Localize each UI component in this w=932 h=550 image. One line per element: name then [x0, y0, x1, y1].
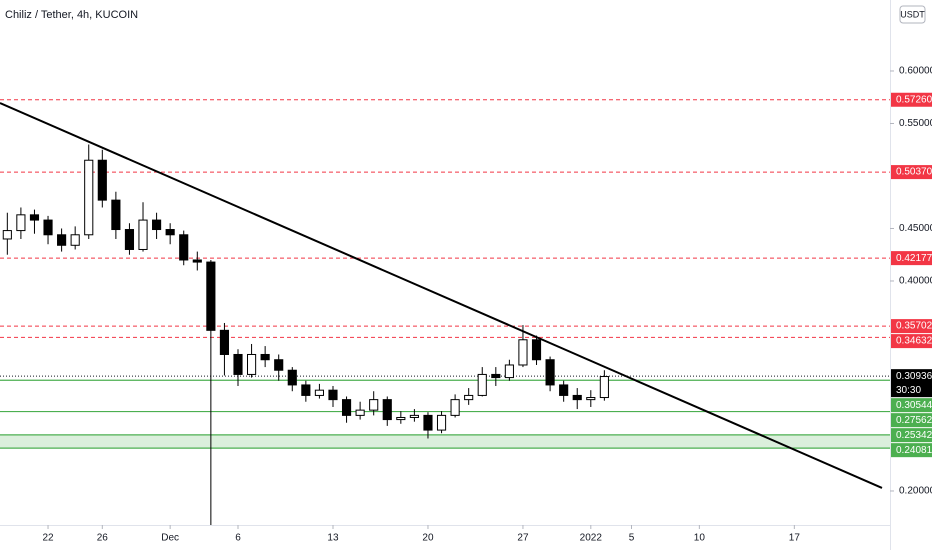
price-label: 0.30936: [896, 371, 932, 382]
candle-body: [43, 219, 53, 236]
candle-body: [586, 397, 596, 401]
candle-body: [355, 409, 365, 416]
price-label: 30:30: [896, 385, 921, 396]
candle-body: [545, 359, 555, 386]
candle-body: [2, 230, 12, 240]
candle-body: [314, 389, 324, 396]
price-label-bg: [891, 319, 932, 334]
x-tick-label: Dec: [161, 533, 179, 544]
price-label: 0.34632: [896, 336, 932, 347]
price-label-bg: [891, 428, 932, 443]
y-tick-label: 0.55000: [899, 118, 932, 129]
currency-label[interactable]: USDT: [900, 9, 925, 19]
candle-body: [152, 219, 162, 231]
price-label: 0.50370: [896, 167, 932, 178]
x-tick-label: 13: [327, 533, 339, 544]
candle-body: [29, 214, 40, 221]
candle-body: [219, 329, 230, 355]
price-label-bg: [891, 443, 932, 458]
candle-body: [124, 229, 135, 250]
candle-body: [518, 339, 528, 366]
x-tick-label: 10: [694, 533, 706, 544]
candle-body: [84, 159, 94, 236]
price-label: 0.27562: [896, 415, 932, 426]
candle-body: [192, 259, 202, 263]
candle-body: [111, 199, 121, 231]
candle-body: [233, 353, 243, 375]
plot-area: [0, 99, 890, 525]
candle-body: [559, 384, 569, 396]
x-tick-label: 6: [235, 533, 241, 544]
candle-body: [247, 353, 257, 375]
price-label-bg: [891, 369, 932, 398]
candle-body: [274, 359, 284, 371]
candle-body: [436, 414, 447, 431]
candle-body: [396, 416, 406, 421]
candle-body: [260, 353, 270, 361]
chart-title: Chiliz / Tether, 4h, KUCOIN: [5, 9, 138, 21]
price-label: 0.57260: [896, 94, 932, 105]
candle-body: [287, 369, 297, 386]
x-tick-label: 22: [42, 533, 54, 544]
candle-body: [572, 394, 582, 401]
candle-body: [504, 364, 514, 379]
axes: 0.60000 0.55000 0.45000 0.40000 0.20000 22 26 D…: [42, 66, 932, 544]
candle-body: [301, 384, 311, 396]
price-label-bg: [891, 251, 932, 266]
price-label: 0.25342: [896, 430, 932, 441]
price-label: 0.35702: [896, 321, 932, 332]
price-label-bg: [891, 334, 932, 349]
candle-body: [328, 389, 338, 401]
x-tick-label: 27: [517, 533, 529, 544]
candle-body: [491, 373, 501, 379]
price-label: 0.42177: [896, 253, 932, 264]
candle-body: [341, 399, 352, 416]
price-label-bg: [891, 92, 932, 107]
x-tick-label: 5: [629, 533, 635, 544]
candle-body: [57, 234, 67, 246]
price-label-bg: [891, 398, 932, 413]
x-tick-label: 20: [422, 533, 434, 544]
candle-body: [450, 399, 460, 416]
currency-button[interactable]: [899, 5, 926, 24]
candle-body: [423, 414, 433, 431]
candle-body: [138, 219, 148, 250]
candle-body: [369, 399, 379, 411]
support-zone: [0, 434, 890, 449]
y-tick-label: 0.20000: [899, 486, 932, 497]
candle-body: [206, 261, 216, 331]
candle-body: [16, 214, 26, 232]
x-tick-label: 17: [789, 533, 801, 544]
price-label: 0.24081: [896, 445, 932, 456]
price-label-bg: [891, 165, 932, 180]
candle-body: [464, 394, 474, 401]
y-tick-label: 0.60000: [899, 66, 932, 77]
y-tick-label: 0.40000: [899, 276, 932, 287]
x-tick-label: 2022: [580, 533, 603, 544]
candle-body: [409, 414, 419, 418]
candle-body: [97, 159, 107, 201]
candle-body: [70, 234, 80, 246]
candle-body: [531, 339, 542, 361]
price-label-bg: [891, 413, 932, 428]
candle-body: [179, 234, 189, 261]
candle-body: [599, 376, 609, 399]
y-tick-label: 0.45000: [899, 223, 932, 234]
price-label: 0.30544: [896, 400, 932, 411]
trendline: [0, 102, 883, 489]
candle-body: [382, 399, 392, 421]
candle-body: [165, 229, 175, 236]
candle-body: [477, 373, 487, 396]
x-tick-label: 26: [97, 533, 109, 544]
